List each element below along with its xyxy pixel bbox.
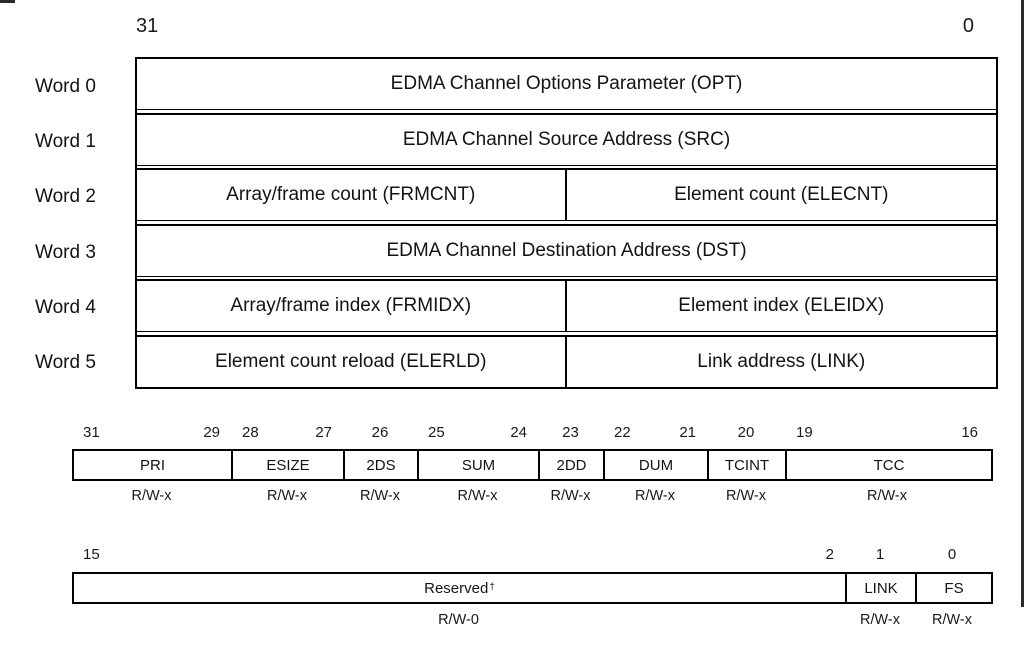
word-label: Word 0 [35,75,96,97]
bit-number: 16 [961,424,978,441]
bit-number: 0 [947,546,957,563]
bit-field-box-reserved: Reserved † [74,574,847,602]
bit-number: 24 [510,424,527,441]
access-label: R/W-x [931,612,972,628]
bit-number: 27 [315,424,332,441]
word-row-3: EDMA Channel Destination Address (DST) [137,223,996,277]
word-cell: Element count reload (ELERLD) [137,336,567,387]
bit-number: 23 [562,424,579,441]
access-label: R/W-x [457,488,498,504]
bit-number-range: 15 2 [72,546,845,563]
bit-number: 21 [679,424,696,441]
bit-field-box-esize: ESIZE [233,451,345,479]
lower-bit-numbers: 15 2 1 0 [72,546,993,563]
access-label: R/W-x [131,488,172,504]
access-label: R/W-x [725,488,766,504]
word-row-1: EDMA Channel Source Address (SRC) [137,112,996,166]
lower-bitfield-boxes: Reserved † LINK FS [72,572,993,604]
word-row-2: Array/frame count (FRMCNT) Element count… [137,168,996,221]
access-label: R/W-0 [438,612,479,628]
word-label: Word 3 [35,241,96,263]
word-cell: EDMA Channel Source Address (SRC) [402,128,731,150]
upper-access-labels: R/W-x R/W-x R/W-x R/W-x R/W-x R/W-x R/W-… [72,488,993,504]
word-cell: EDMA Channel Destination Address (DST) [386,239,747,261]
word-cell: Link address (LINK) [697,350,866,372]
access-label: R/W-x [359,488,400,504]
bit-number: 29 [203,424,220,441]
bit-field-box-tcc: TCC [873,456,905,474]
access-label: R/W-x [550,488,591,504]
figure-topleft-border [0,0,15,3]
bit-number-range: 19 16 [785,424,989,441]
bit-number-range: 23 [538,424,603,441]
figure-right-border [1021,0,1024,607]
word-cell: Array/frame index (FRMIDX) [137,281,567,331]
bit-number: 20 [737,424,755,441]
bit-number: 31 [83,424,100,441]
bit-number-range: 31 29 [72,424,231,441]
bit-number-range: 0 [915,546,989,563]
word-cell: Element count (ELECNT) [674,184,889,205]
word-label: Word 1 [35,130,96,152]
bit-field-box-fs: FS [944,579,964,597]
bit-number: 26 [371,424,389,441]
access-label: R/W-x [866,488,907,504]
bit-number-range: 20 [707,424,785,441]
word-label: Word 4 [35,296,96,318]
word-cell: Element index (ELEIDX) [678,295,885,316]
bit-field-box-2dd: 2DD [540,451,605,479]
bit-number: 25 [428,424,445,441]
bit-number: 19 [796,424,813,441]
bit-field-box-pri: PRI [74,451,233,479]
bit-number: 2 [825,546,834,563]
bit-number: 28 [242,424,259,441]
bit-number-range: 26 [343,424,417,441]
upper-bitfield-boxes: PRI ESIZE 2DS SUM 2DD DUM TCINT TCC [72,449,993,481]
access-label: R/W-x [634,488,675,504]
bit-number-range: 28 27 [231,424,343,441]
word-label: Word 5 [35,352,96,374]
bit-number: 1 [875,546,885,563]
lower-access-labels: R/W-0 R/W-x R/W-x [72,612,993,628]
bit-number-range: 1 [845,546,915,563]
word-row-5: Element count reload (ELERLD) Link addre… [137,334,996,387]
word-row-0: EDMA Channel Options Parameter (OPT) [137,59,996,110]
bit-number: 22 [614,424,631,441]
word-label: Word 2 [35,186,96,208]
word-table: EDMA Channel Options Parameter (OPT) EDM… [135,57,998,389]
bit-field-box-dum: DUM [605,451,709,479]
bit-label-31: 31 [136,15,159,37]
bit-number-range: 25 24 [417,424,538,441]
word-label-column: Word 0 Word 1 Word 2 Word 3 Word 4 Word … [35,59,130,391]
word-cell: Array/frame count (FRMCNT) [137,170,567,220]
bit-field-box-2ds: 2DS [345,451,419,479]
word-table-bit-range: 31 0 [136,15,974,38]
access-label: R/W-x [266,488,307,504]
bit-field-box-tcint: TCINT [709,451,787,479]
bit-field-box-sum: SUM [419,451,540,479]
bit-number-range: 22 21 [603,424,707,441]
access-label: R/W-x [859,612,900,628]
bit-label-0: 0 [962,15,974,37]
upper-bit-numbers: 31 29 28 27 26 25 24 23 22 21 20 19 16 [72,424,993,441]
reserved-label: Reserved [424,579,489,597]
bit-field-box-link: LINK [847,574,917,602]
word-cell: EDMA Channel Options Parameter (OPT) [390,73,743,94]
bit-number: 15 [83,546,100,563]
word-row-4: Array/frame index (FRMIDX) Element index… [137,279,996,332]
